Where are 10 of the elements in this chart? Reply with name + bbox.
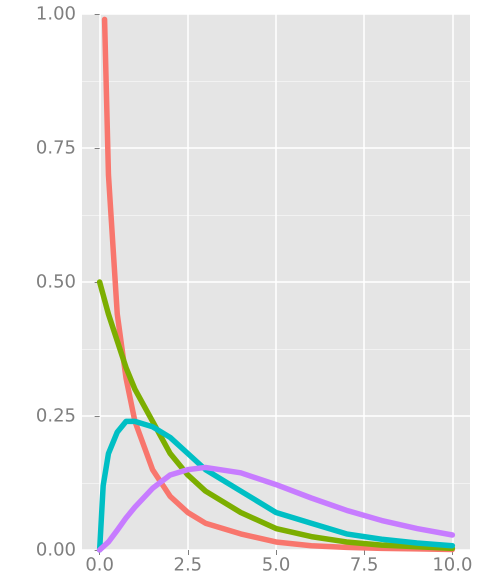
x-tick-label: 7.5 — [350, 554, 378, 576]
y-tick-label: 0.25 — [36, 406, 76, 426]
y-tick-label: 0.50 — [36, 272, 76, 292]
y-tick-label: 0.00 — [36, 540, 76, 560]
x-tick-label: 2.5 — [174, 554, 202, 576]
y-tick-label: 1.00 — [36, 4, 76, 24]
x-tick-label: 5.0 — [262, 554, 290, 576]
y-tick-label: 0.75 — [36, 138, 76, 158]
x-tick-label: 0.0 — [85, 554, 114, 576]
x-tick-label: 10.0 — [432, 554, 472, 576]
